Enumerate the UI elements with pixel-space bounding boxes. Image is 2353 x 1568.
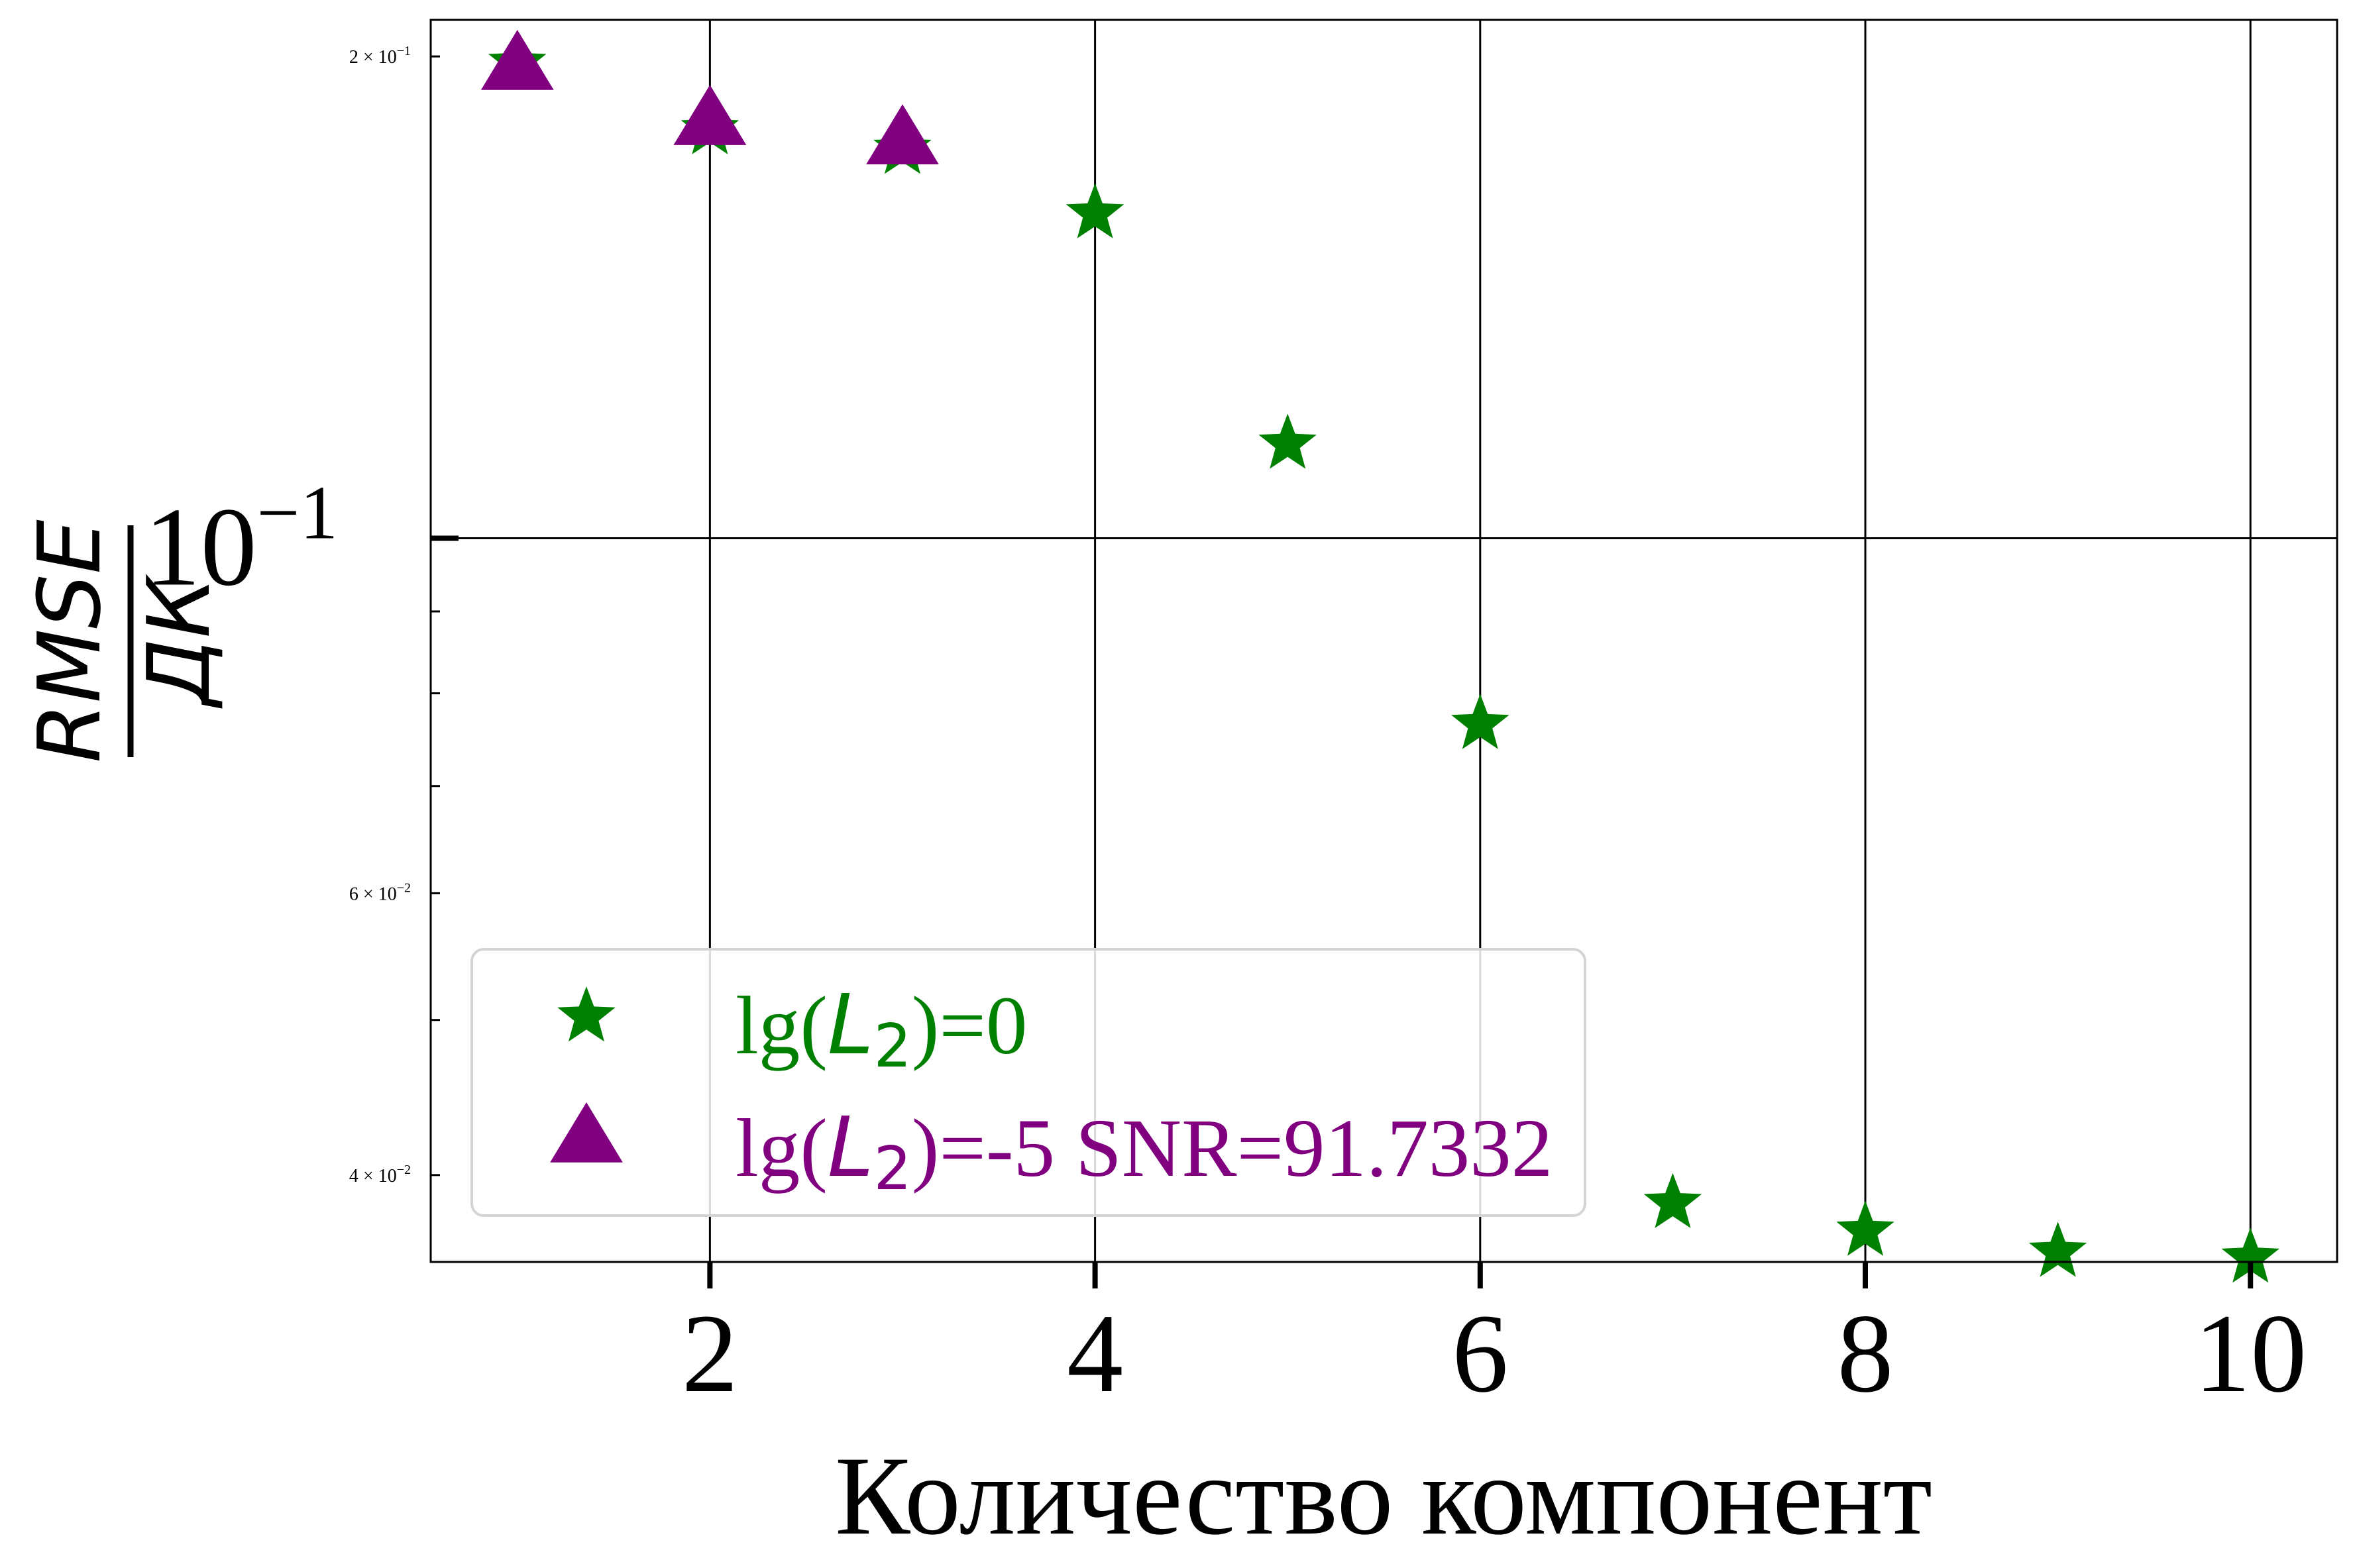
star-marker — [1451, 694, 1509, 749]
y-axis-label: RMSE ДК — [19, 519, 229, 762]
legend-star-marker — [557, 986, 616, 1042]
legend-triangle-marker — [550, 1102, 623, 1163]
triangle-marker — [866, 104, 939, 165]
x-axis-label: Количество компонент — [835, 1434, 1932, 1558]
y-axis-label-denominator: ДК — [129, 573, 229, 709]
star-marker — [2221, 1228, 2279, 1283]
x-tick-label: 10 — [2194, 1291, 2307, 1416]
y-axis-label-numerator: RMSE — [19, 519, 120, 762]
legend: lg(L2)=0 lg(L2)=-5 SNR=91.7332 — [470, 948, 1586, 1217]
plot-frame — [429, 19, 2338, 1263]
y-minor-tick-label: 4 × 10−2 — [349, 1163, 411, 1186]
legend-box — [470, 948, 1586, 1217]
y-minor-tick-label: 6 × 10−2 — [349, 880, 411, 904]
x-tick-label: 6 — [1452, 1291, 1508, 1416]
axis-ticks: 2 4 6 8 10 10−1 2 × 10−1 6 × 10−2 4 × 10−2 — [144, 44, 2307, 1416]
star-marker — [1836, 1200, 1894, 1256]
star-marker — [1066, 183, 1124, 238]
y-minor-tick-label: 2 × 10−1 — [349, 44, 411, 68]
x-tick-label: 2 — [682, 1291, 738, 1416]
data-markers — [480, 30, 2279, 1283]
legend-label: lg(L2)=0 — [736, 977, 1027, 1081]
x-tick-label: 4 — [1067, 1291, 1123, 1416]
triangle-marker — [673, 85, 747, 145]
star-marker — [1258, 413, 1317, 469]
y-major-tick-label: 10−1 — [144, 470, 338, 609]
triangle-marker — [480, 30, 554, 90]
star-marker — [1643, 1173, 1702, 1228]
star-marker — [2028, 1222, 2087, 1277]
legend-label: lg(L2)=-5 SNR=91.7332 — [736, 1100, 1553, 1204]
x-tick-label: 8 — [1837, 1291, 1894, 1416]
